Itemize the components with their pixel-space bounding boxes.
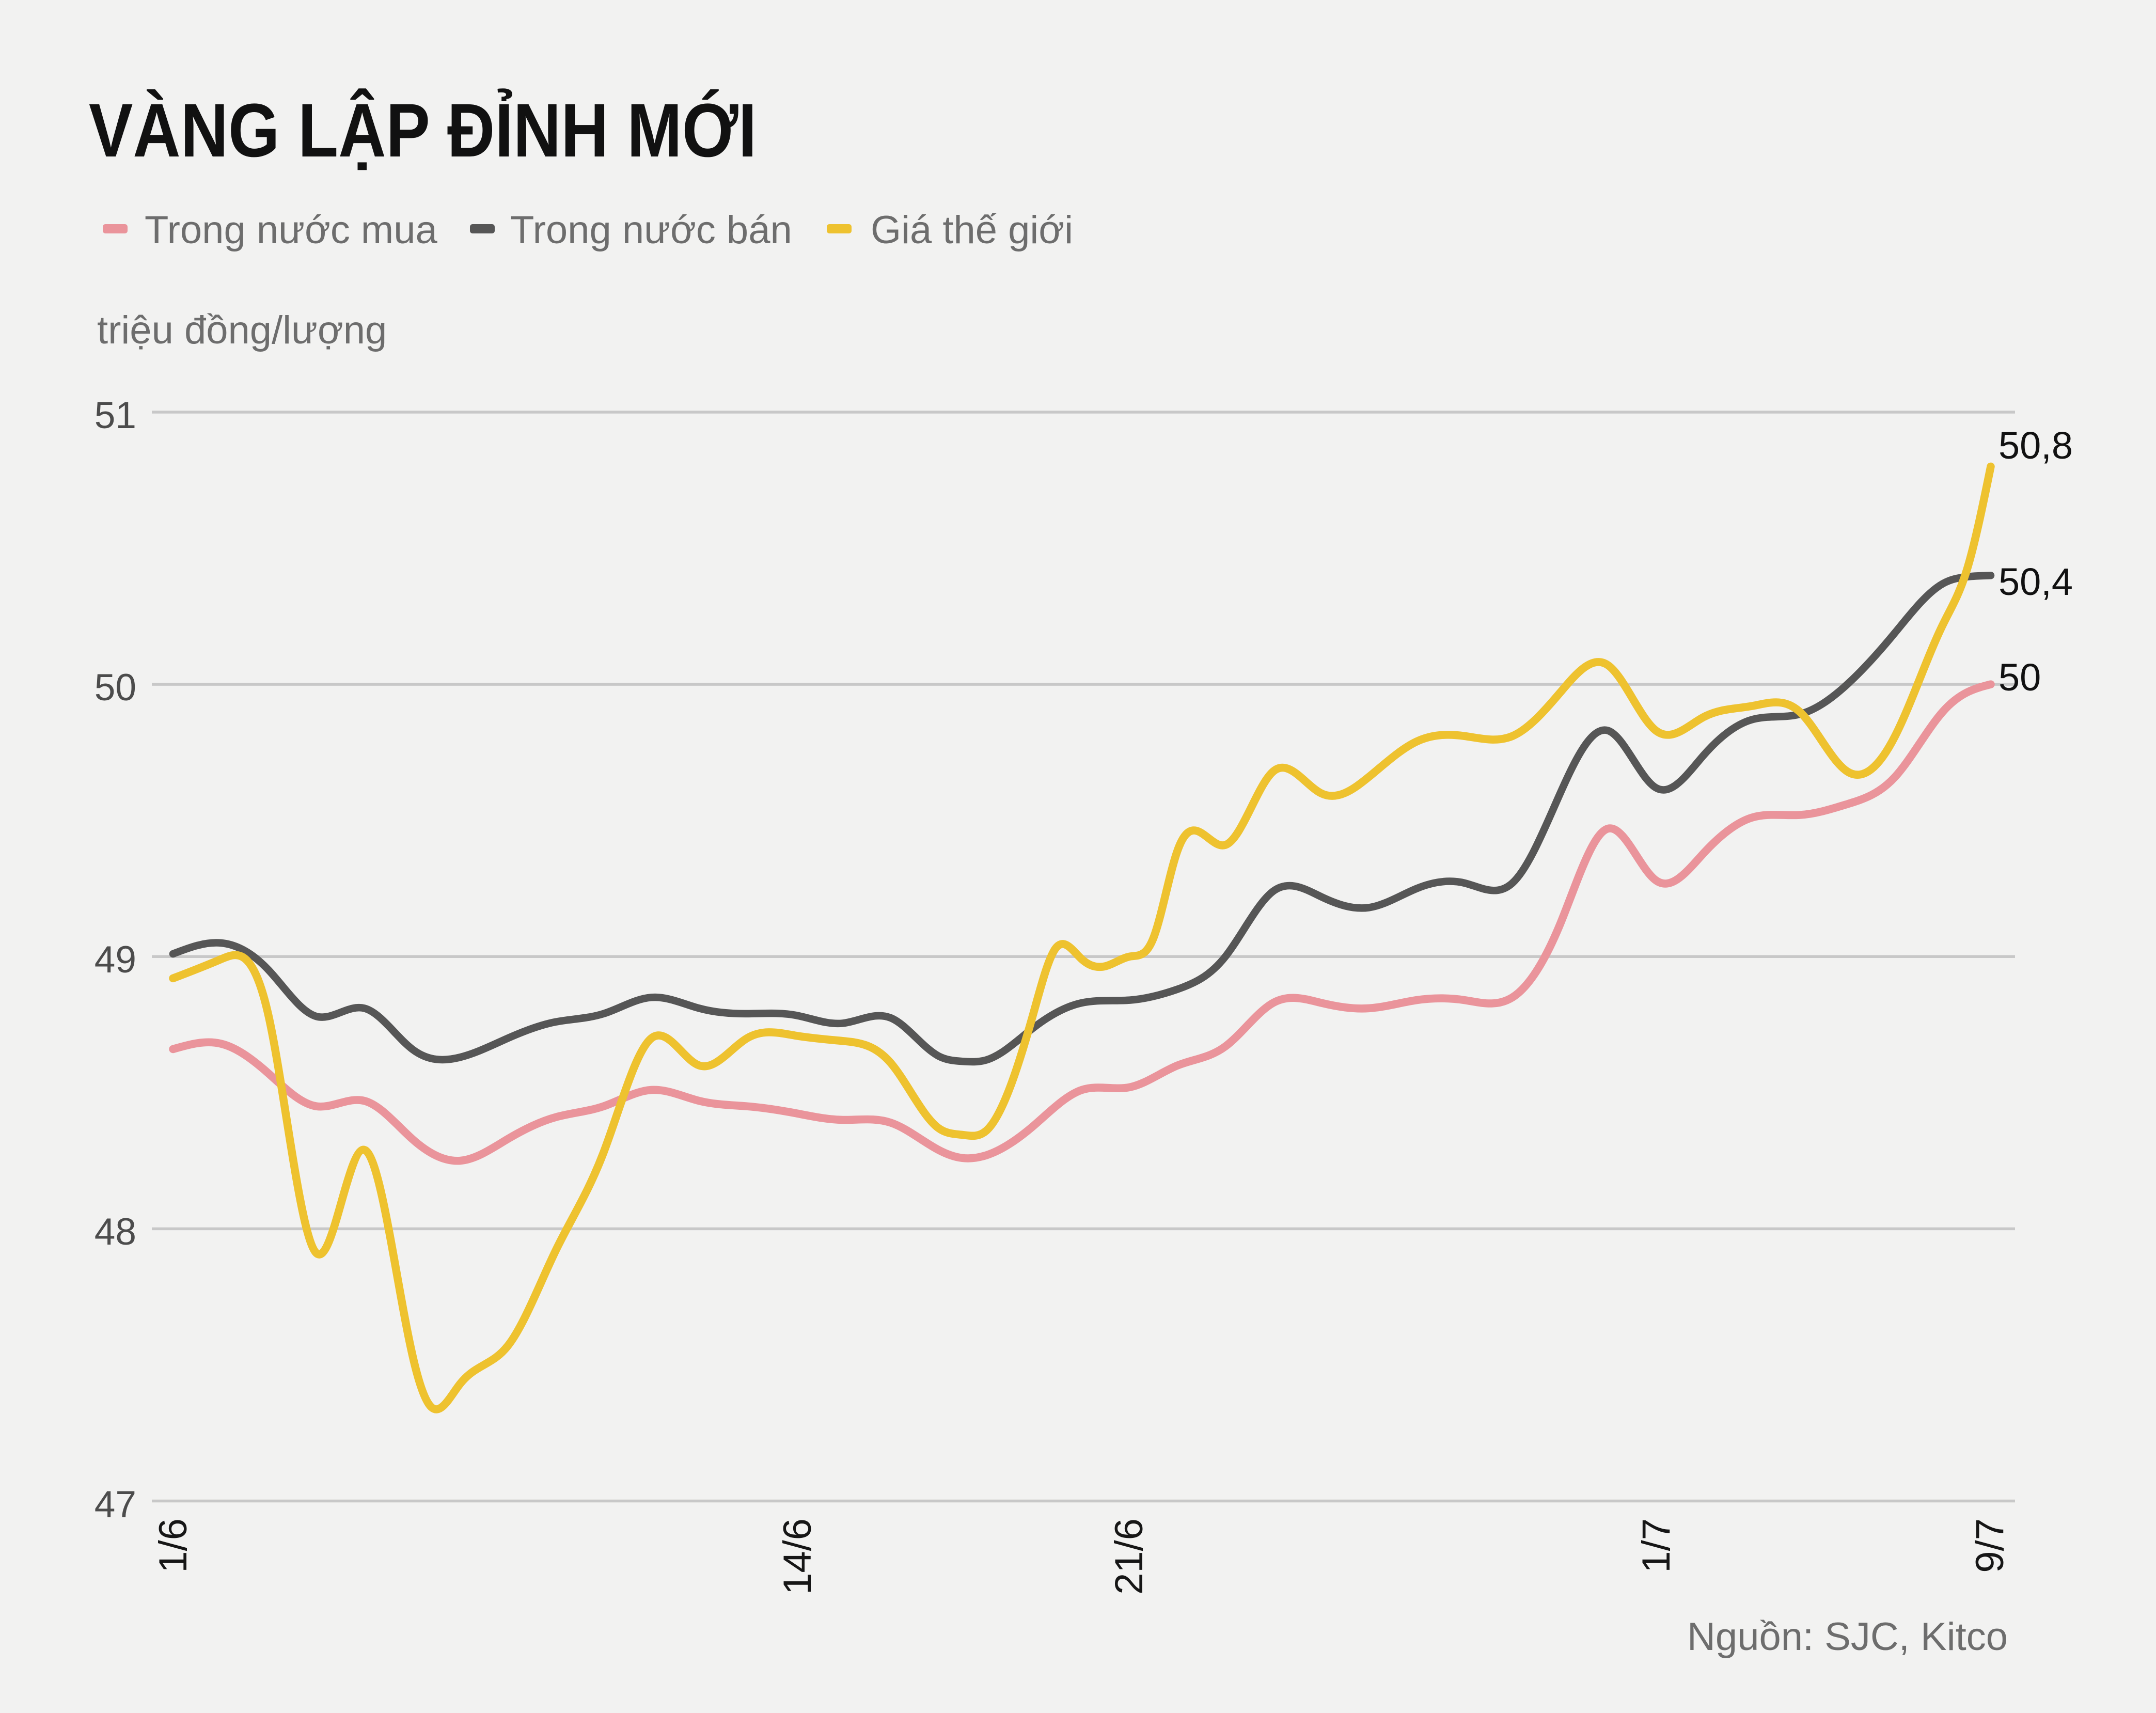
svg-text:9/7: 9/7: [1968, 1518, 2012, 1573]
svg-text:21/6: 21/6: [1107, 1518, 1151, 1595]
svg-text:1/7: 1/7: [1634, 1518, 1678, 1573]
svg-text:51: 51: [95, 395, 136, 436]
svg-text:50: 50: [95, 667, 136, 709]
svg-text:1/6: 1/6: [151, 1518, 195, 1573]
svg-text:50: 50: [1998, 656, 2041, 699]
svg-text:47: 47: [95, 1484, 136, 1526]
svg-text:49: 49: [95, 939, 136, 981]
svg-text:48: 48: [95, 1211, 136, 1253]
svg-text:14/6: 14/6: [776, 1518, 820, 1595]
svg-text:50,4: 50,4: [1998, 560, 2073, 603]
svg-text:50,8: 50,8: [1998, 424, 2073, 467]
